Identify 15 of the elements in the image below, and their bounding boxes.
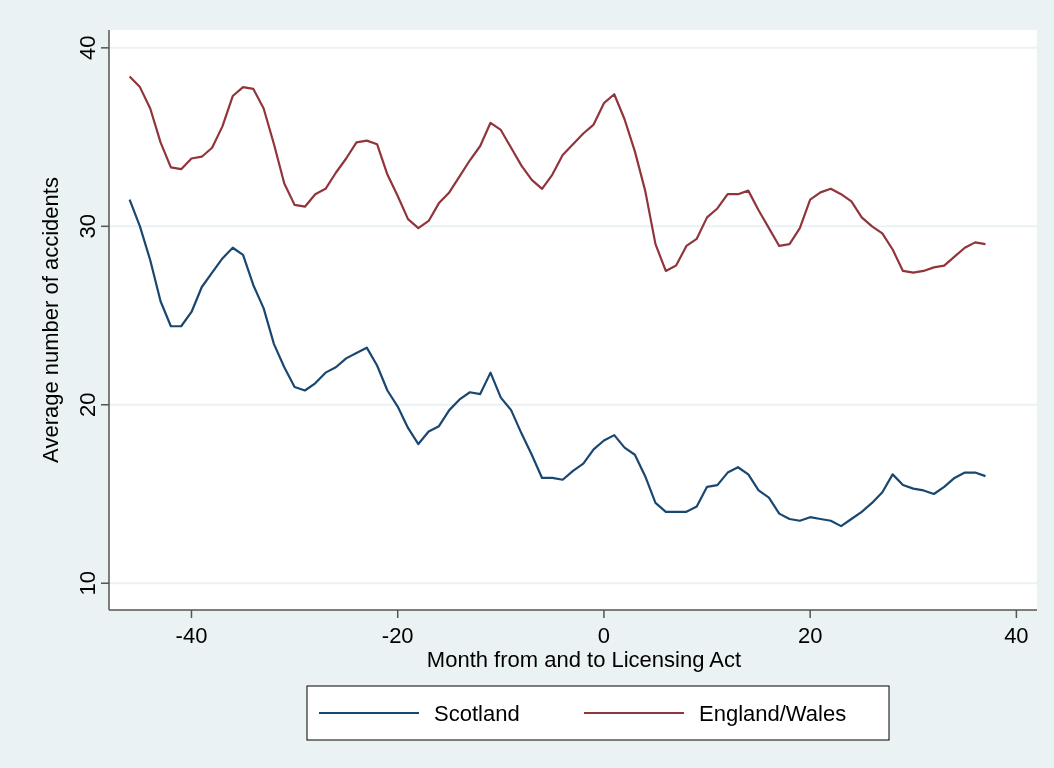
x-tick-label: 40 bbox=[1004, 623, 1029, 648]
y-tick-label: 40 bbox=[75, 35, 100, 61]
legend-label: England/Wales bbox=[699, 701, 847, 726]
x-tick-label: 0 bbox=[597, 623, 611, 648]
line-series bbox=[128, 198, 987, 528]
y-axis-title: Average number of accidents bbox=[38, 177, 63, 463]
x-axis-title: Month from and to Licensing Act bbox=[426, 647, 742, 672]
x-tick-label: -40 bbox=[175, 623, 208, 648]
y-tick-label: 10 bbox=[75, 570, 100, 596]
x-tick-label: -20 bbox=[381, 623, 414, 648]
line-series bbox=[128, 75, 987, 274]
y-tick-label: 30 bbox=[75, 214, 100, 239]
x-tick-label: 20 bbox=[797, 623, 823, 648]
legend-label: Scotland bbox=[434, 701, 520, 726]
y-tick-label: 20 bbox=[75, 392, 100, 418]
